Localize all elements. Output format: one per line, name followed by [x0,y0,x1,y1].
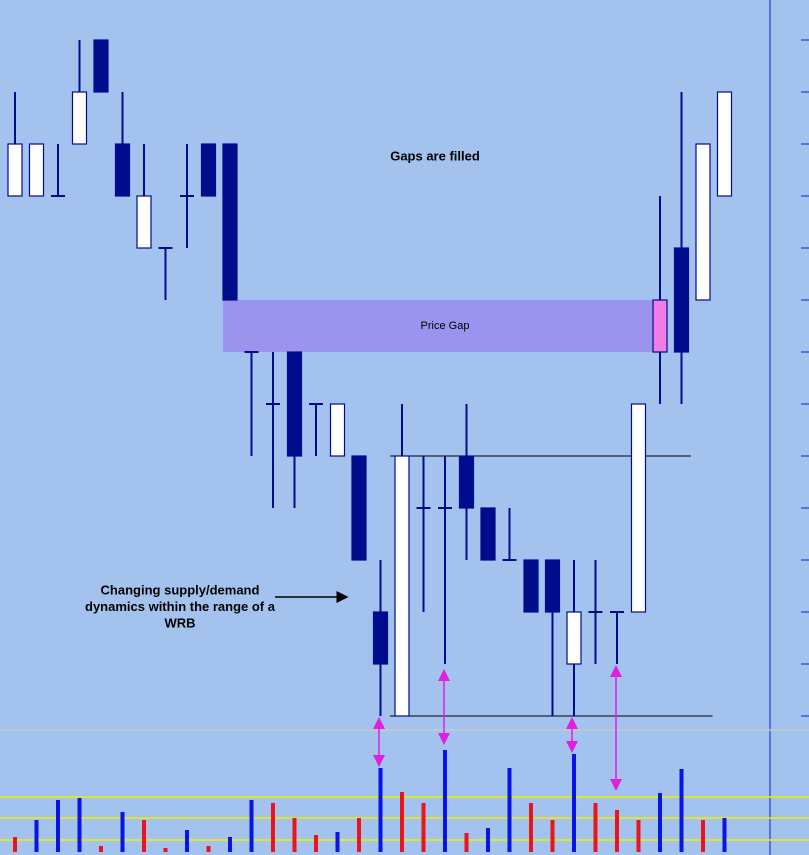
candle-body [71,91,88,145]
volume-bar [615,810,619,852]
candle-body [480,507,496,561]
volume-bar [99,846,103,852]
gap-label: Price Gap [421,320,470,332]
volume-bar [142,820,146,852]
volume-bar [636,820,641,852]
volume-bar [507,768,512,852]
volume-bar [13,837,17,852]
candle-body [544,559,561,613]
candle-body [523,559,539,613]
volume-bar [593,803,598,852]
volume-bar [185,830,189,852]
volume-bar [400,792,404,852]
chart-title: Gaps are filled [390,148,480,163]
candle-body [28,143,45,197]
volume-bar [572,754,576,852]
volume-bar [550,820,555,852]
candle-body [673,247,690,353]
candle-body [394,455,410,717]
volume-bar [228,837,232,852]
candle-body [7,143,23,197]
volume-bar [314,835,318,852]
candle-body [222,143,238,301]
candle-body [93,39,109,93]
volume-bar [163,848,168,852]
volume-bar [34,820,39,852]
volume-arrows [373,665,622,791]
volume-bar [77,798,82,852]
volume-bar [271,803,275,852]
volume-bar [206,846,211,852]
price-gap [223,300,653,352]
candle-body [716,91,733,197]
volume-bar [421,803,426,852]
volume-bar [335,832,340,852]
candle-body [652,299,668,353]
volume-bar [701,820,705,852]
volume-bar [120,812,125,852]
candle-body [329,403,346,457]
volume-bar [464,833,469,852]
annotation: dynamics within the range of a [85,599,276,614]
volume-bar [529,803,533,852]
volume-bar [378,768,383,852]
volume-bar [658,793,662,852]
candle-body [695,143,711,301]
volume-bar [486,828,490,852]
candle-body [286,351,303,457]
candle-body [630,403,647,613]
annotation: Changing supply/demand [101,582,260,597]
volume-bar [443,750,447,852]
candle-body [200,143,217,197]
volume-bar [679,769,684,852]
candle-body [136,195,152,249]
candle-body [114,143,131,197]
candle-body [458,455,475,509]
candle-body [372,611,389,665]
volume-bar [56,800,60,852]
annotation: WRB [164,615,195,630]
volume-bar [722,818,727,852]
candle-body [566,611,582,665]
volume-bar [249,800,254,852]
volume-bar [357,818,361,852]
candle-body [351,455,367,561]
volume-bar [292,818,297,852]
